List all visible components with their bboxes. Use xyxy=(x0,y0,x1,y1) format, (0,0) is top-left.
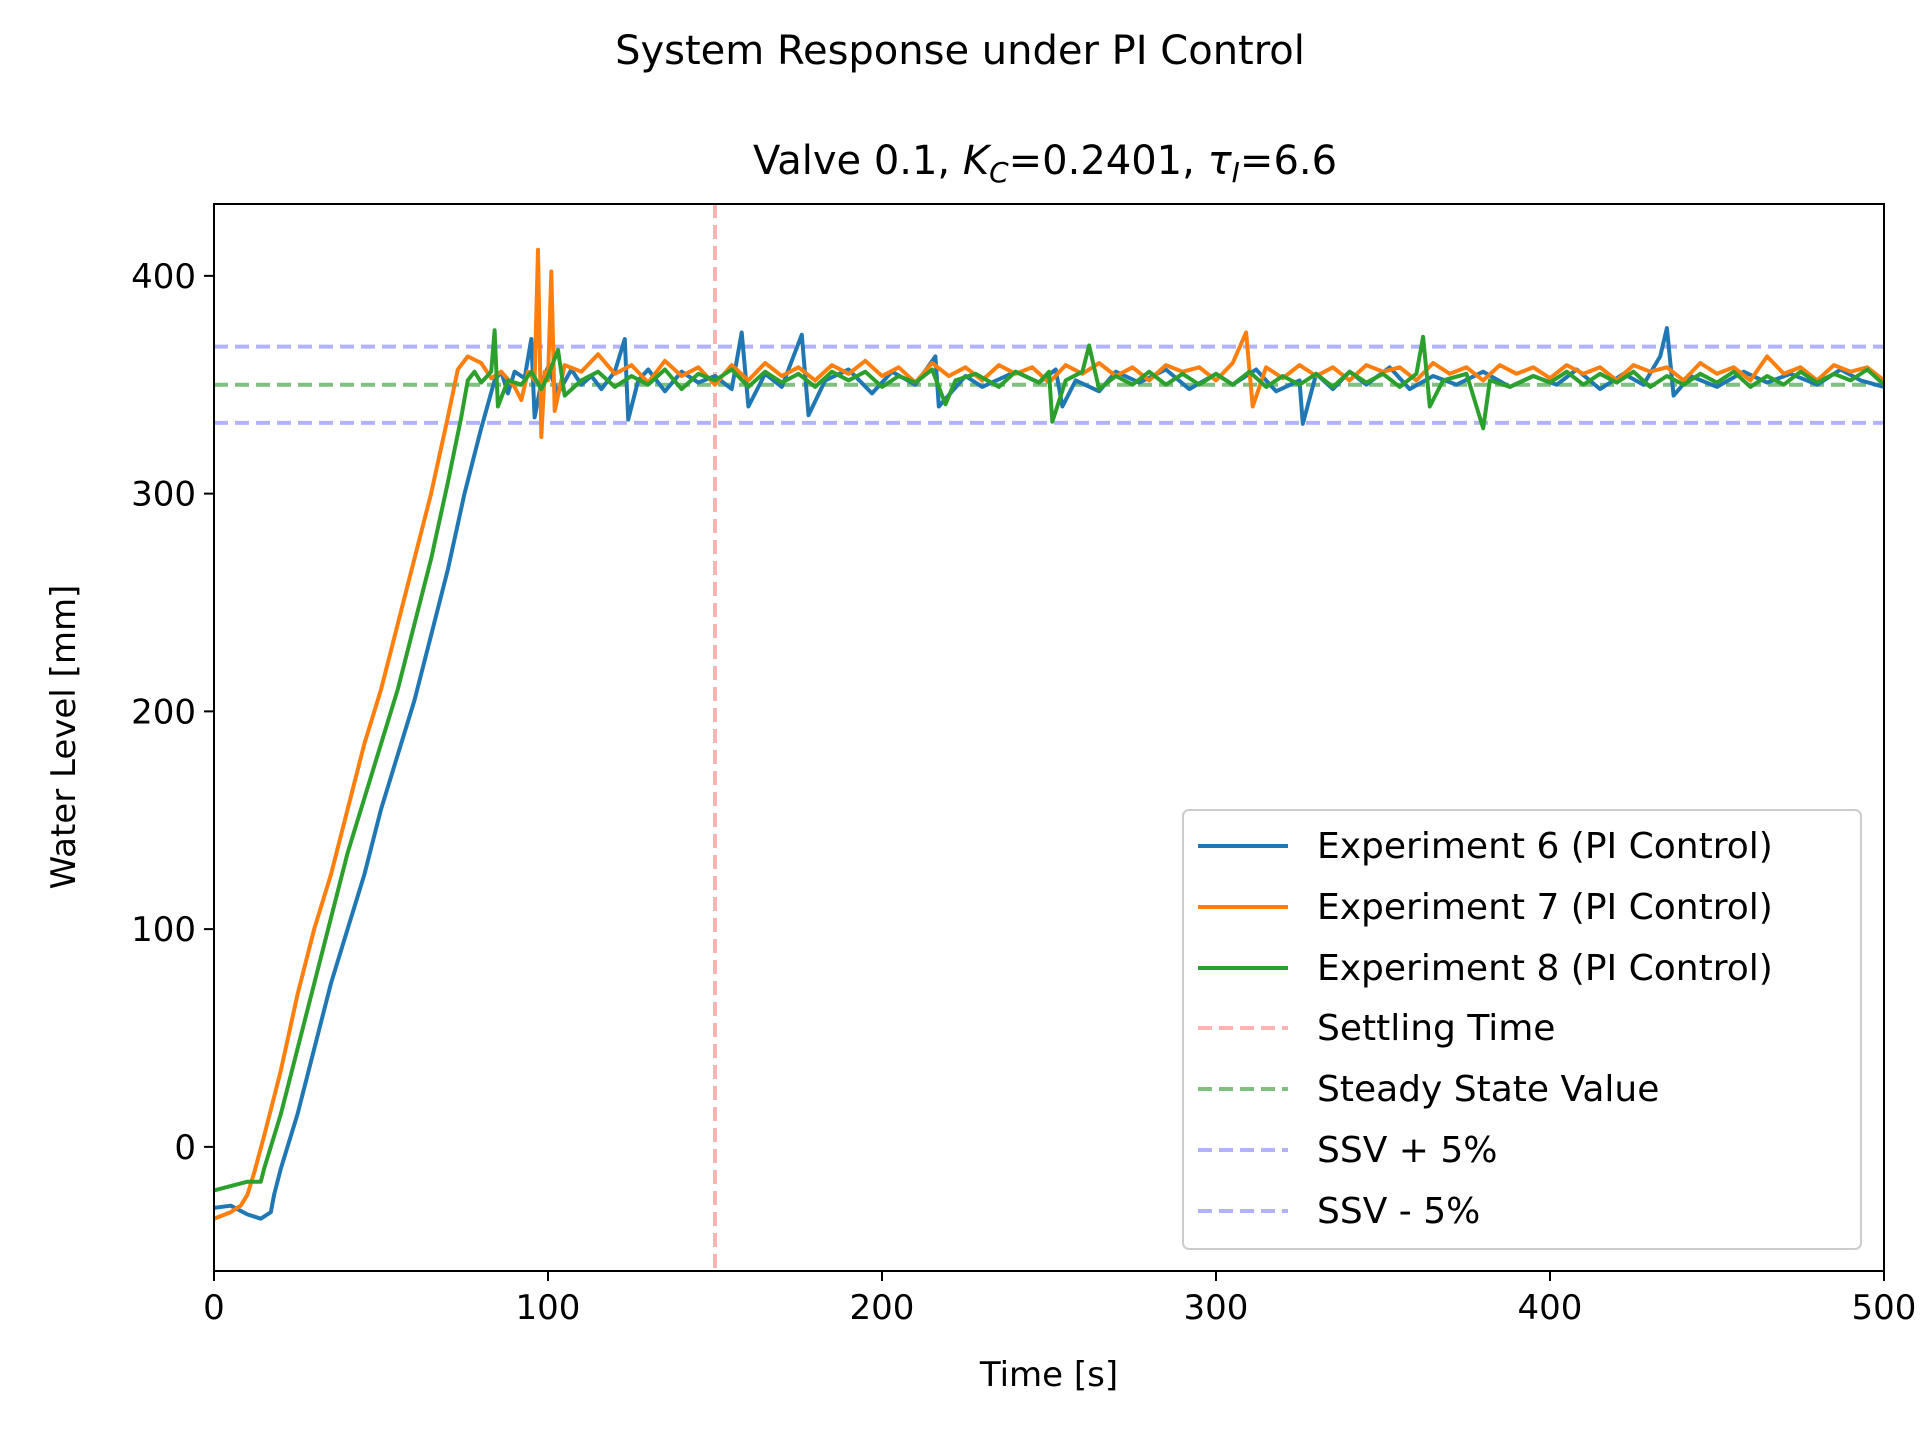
x-tick-label: 200 xyxy=(850,1288,915,1328)
legend-label-settling-time: Settling Time xyxy=(1317,1008,1555,1049)
y-tick-label: 200 xyxy=(131,692,196,732)
chart-suptitle: System Response under PI Control xyxy=(615,28,1305,74)
experiment-8-line xyxy=(214,328,1884,1193)
title-kc-subscript: C xyxy=(989,156,1009,189)
x-tick-label: 500 xyxy=(1852,1288,1917,1328)
legend-label-experiment-8: Experiment 8 (PI Control) xyxy=(1317,948,1773,989)
title-tau-subscript: I xyxy=(1232,156,1240,189)
y-tick-label: 100 xyxy=(131,910,196,950)
legend-label-experiment-7: Experiment 7 (PI Control) xyxy=(1317,887,1773,928)
x-axis: 0 100 200 300 400 500 xyxy=(203,1271,1916,1328)
x-tick-label: 300 xyxy=(1184,1288,1249,1328)
legend-box xyxy=(1182,809,1862,1250)
plot-frame xyxy=(213,203,1885,1272)
y-tick-label: 0 xyxy=(174,1128,196,1168)
title-kc-symbol: K xyxy=(963,138,992,184)
legend-label-ssv-plus: SSV + 5% xyxy=(1317,1130,1498,1171)
legend-label-ssv-minus: SSV - 5% xyxy=(1317,1191,1480,1232)
y-tick-label: 400 xyxy=(131,257,196,297)
title-prefix: Valve 0.1, xyxy=(753,138,963,184)
y-axis-label: Water Level [mm] xyxy=(44,585,84,890)
x-axis-label: Time [s] xyxy=(979,1355,1118,1395)
title-kc-value: =0.2401, xyxy=(1009,138,1208,184)
experiment-7-line xyxy=(214,247,1884,1221)
title-tau-value: =6.6 xyxy=(1240,138,1337,184)
x-tick-label: 400 xyxy=(1518,1288,1583,1328)
title-tau-symbol: τ xyxy=(1208,138,1233,184)
y-axis: 0 100 200 300 400 xyxy=(131,257,214,1168)
series-lines xyxy=(214,247,1884,1221)
x-tick-label: 100 xyxy=(516,1288,581,1328)
y-tick-label: 300 xyxy=(131,475,196,515)
x-tick-label: 0 xyxy=(203,1288,225,1328)
legend-label-steady-state: Steady State Value xyxy=(1317,1069,1659,1110)
chart-title: Valve 0.1, KC=0.2401, τI=6.6 xyxy=(753,138,1337,189)
legend-label-experiment-6: Experiment 6 (PI Control) xyxy=(1317,826,1773,867)
legend: Experiment 6 (PI Control) Experiment 7 (… xyxy=(1182,809,1862,1250)
